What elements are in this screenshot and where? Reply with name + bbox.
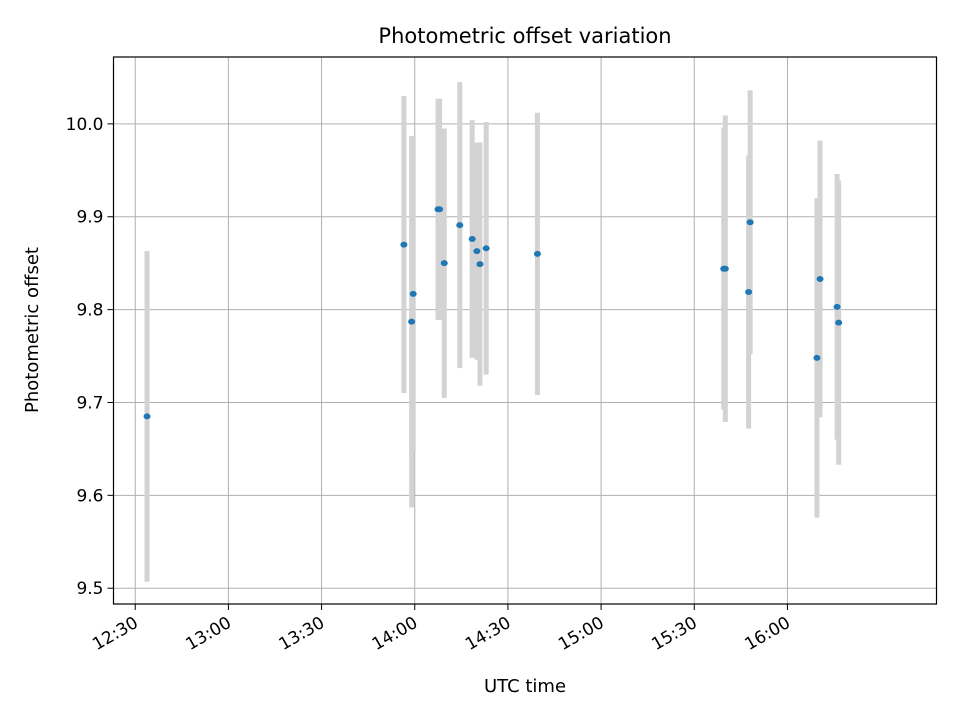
data-point — [476, 261, 484, 268]
x-tick-label: 13:00 — [182, 613, 234, 655]
data-point — [409, 290, 417, 297]
data-point — [482, 245, 490, 252]
data-point — [835, 319, 843, 326]
error-bars — [144, 82, 842, 582]
data-point — [721, 265, 729, 272]
x-axis: 12:30 13:00 13:30 14:00 14:30 15:00 15:30 16:00 — [89, 604, 794, 655]
data-points — [143, 206, 843, 420]
grid-lines — [113, 57, 937, 604]
data-point — [533, 250, 541, 257]
data-point — [400, 241, 408, 248]
data-point — [143, 413, 151, 420]
data-point — [813, 354, 821, 361]
x-tick-label: 13:30 — [276, 613, 328, 655]
y-tick-label: 9.6 — [76, 486, 103, 506]
x-tick-label: 15:30 — [648, 613, 700, 655]
x-tick-label: 14:00 — [369, 613, 421, 655]
plot-frame — [112, 56, 938, 605]
chart-title: Photometric offset variation — [378, 24, 671, 48]
data-point — [468, 236, 476, 243]
y-tick-label: 9.8 — [76, 301, 103, 321]
data-point — [473, 248, 481, 255]
y-axis-label: Photometric offset — [22, 247, 43, 413]
data-point — [408, 318, 416, 325]
x-axis-label: UTC time — [484, 676, 566, 697]
data-point — [833, 303, 841, 310]
y-tick-label: 9.5 — [76, 579, 103, 599]
data-point — [436, 206, 444, 213]
y-tick-label: 9.9 — [76, 208, 103, 228]
x-tick-label: 15:00 — [555, 613, 607, 655]
x-tick-label: 16:00 — [741, 613, 793, 655]
data-point — [456, 222, 464, 229]
x-tick-label: 14:30 — [462, 613, 514, 655]
y-axis: 9.5 9.6 9.7 9.8 9.9 10.0 — [66, 115, 114, 599]
y-tick-label: 10.0 — [66, 115, 104, 135]
y-tick-label: 9.7 — [76, 393, 103, 413]
data-point — [816, 275, 824, 282]
x-tick-label: 12:30 — [89, 613, 141, 655]
data-point — [746, 219, 754, 226]
data-point — [745, 288, 753, 295]
data-point — [440, 260, 448, 267]
